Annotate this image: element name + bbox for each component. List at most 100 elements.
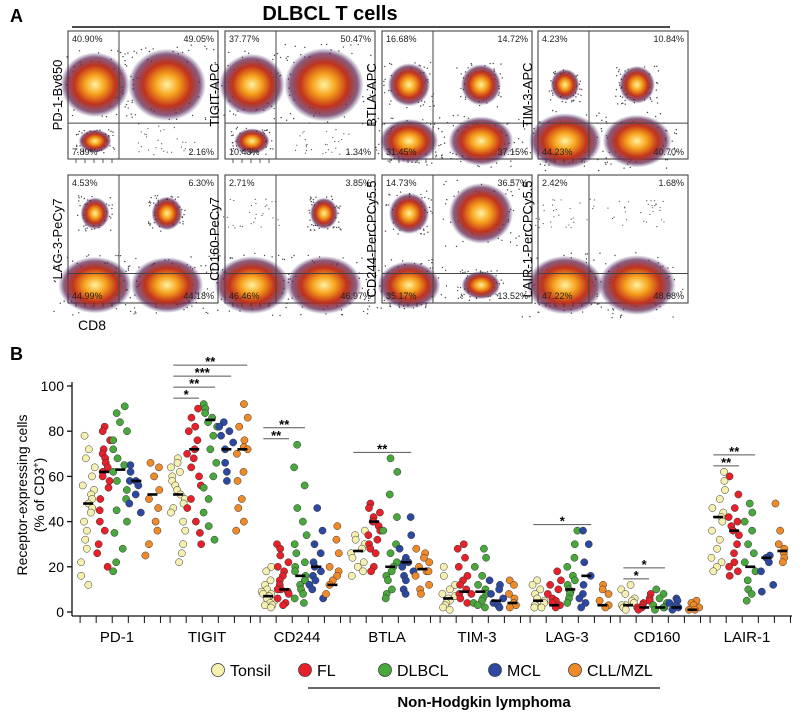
data-point	[153, 526, 162, 535]
flow-event-dot	[660, 219, 663, 221]
data-point	[183, 504, 192, 512]
flow-event-dot	[145, 133, 147, 136]
data-point	[273, 562, 282, 571]
flow-event-dot	[647, 203, 649, 205]
x-tick-label: CD160	[634, 629, 681, 646]
data-point	[109, 468, 118, 476]
flow-event-dot	[467, 67, 469, 69]
data-point	[579, 581, 588, 589]
flow-event-dot	[565, 101, 567, 103]
flow-event-dot	[111, 204, 113, 206]
flow-event-dot	[110, 217, 112, 219]
flow-y-axis-label: TIGIT-APC	[207, 63, 222, 127]
data-point	[93, 549, 102, 558]
flow-event-dot	[232, 113, 235, 115]
data-point	[438, 590, 447, 598]
flow-event-dot	[367, 67, 369, 69]
flow-event-dot	[510, 160, 512, 162]
data-point	[155, 463, 163, 472]
data-point	[482, 553, 490, 562]
data-point	[757, 567, 765, 576]
flow-event-dot	[117, 255, 119, 257]
flow-event-dot	[84, 228, 87, 230]
flow-event-dot	[343, 133, 345, 135]
flow-event-dot	[214, 62, 216, 64]
flow-event-dot	[202, 307, 204, 309]
quadrant-top-right-percent: 3.85%	[345, 178, 371, 188]
quadrant-bottom-left-percent: 7.89%	[72, 147, 98, 157]
significance-label: **	[271, 428, 282, 443]
flow-density-cluster	[387, 63, 431, 107]
flow-event-dot	[390, 100, 392, 102]
quadrant-bottom-left-percent: 46.46%	[229, 291, 260, 301]
flow-x-axis-label: CD8	[78, 317, 106, 333]
flow-event-dot	[604, 161, 606, 164]
flow-event-dot	[117, 50, 119, 52]
flow-event-dot	[271, 314, 274, 316]
flow-event-dot	[188, 49, 190, 52]
flow-density-cluster	[219, 53, 285, 116]
data-point	[425, 558, 434, 567]
data-point	[401, 590, 410, 598]
data-point	[316, 549, 325, 558]
flow-event-dot	[579, 80, 581, 82]
flow-event-dot	[124, 106, 126, 108]
data-point	[146, 458, 155, 467]
flow-event-dot	[513, 151, 515, 153]
flow-event-dot	[512, 209, 515, 212]
flow-event-dot	[576, 74, 579, 76]
flow-event-dot	[406, 106, 408, 109]
quadrant-bottom-right-percent: 1.34%	[345, 147, 371, 157]
flow-event-dot	[595, 114, 598, 117]
flow-event-dot	[54, 280, 57, 283]
flow-event-dot	[58, 66, 60, 69]
flow-event-dot	[619, 315, 622, 317]
data-point	[209, 472, 218, 481]
data-point	[439, 571, 448, 580]
flow-event-dot	[611, 217, 614, 220]
data-point	[459, 540, 468, 549]
flow-event-dot	[675, 133, 678, 135]
flow-event-dot	[622, 102, 624, 104]
flow-event-dot	[420, 233, 423, 235]
significance-label: **	[279, 417, 290, 432]
flow-event-dot	[217, 55, 219, 57]
flow-event-dot	[619, 316, 622, 319]
data-point	[557, 576, 565, 585]
flow-event-dot	[463, 293, 465, 295]
flow-event-dot	[339, 228, 341, 230]
flow-density-cluster	[151, 196, 183, 231]
figure-title: DLBCL T cells	[262, 3, 397, 25]
data-point	[417, 590, 425, 598]
flow-event-dot	[63, 300, 65, 302]
flow-event-dot	[285, 57, 287, 59]
data-point	[720, 468, 728, 476]
data-point	[563, 562, 572, 571]
data-point	[708, 526, 716, 535]
flow-event-dot	[342, 46, 345, 48]
flow-event-dot	[565, 226, 567, 228]
panel-label-b: B	[10, 344, 23, 364]
flow-event-dot	[656, 226, 658, 228]
flow-event-dot	[625, 219, 628, 221]
flow-density-cluster	[527, 255, 603, 315]
flow-event-dot	[457, 297, 460, 300]
flow-event-dot	[125, 65, 128, 67]
data-point	[145, 540, 153, 549]
flow-event-dot	[206, 48, 208, 50]
flow-event-dot	[423, 233, 425, 235]
flow-event-dot	[585, 114, 588, 116]
data-point	[195, 472, 203, 481]
flow-event-dot	[293, 117, 295, 120]
flow-event-dot	[210, 271, 212, 273]
quadrant-bottom-left-percent: 44.23%	[542, 147, 573, 157]
flow-event-dot	[234, 227, 236, 229]
legend-item-fl: FL	[298, 663, 336, 680]
data-point	[276, 544, 285, 553]
data-point	[284, 590, 293, 598]
flow-event-dot	[512, 180, 514, 182]
y-tick-label: 80	[48, 423, 64, 439]
flow-event-dot	[374, 267, 376, 269]
flow-event-dot	[131, 116, 133, 119]
